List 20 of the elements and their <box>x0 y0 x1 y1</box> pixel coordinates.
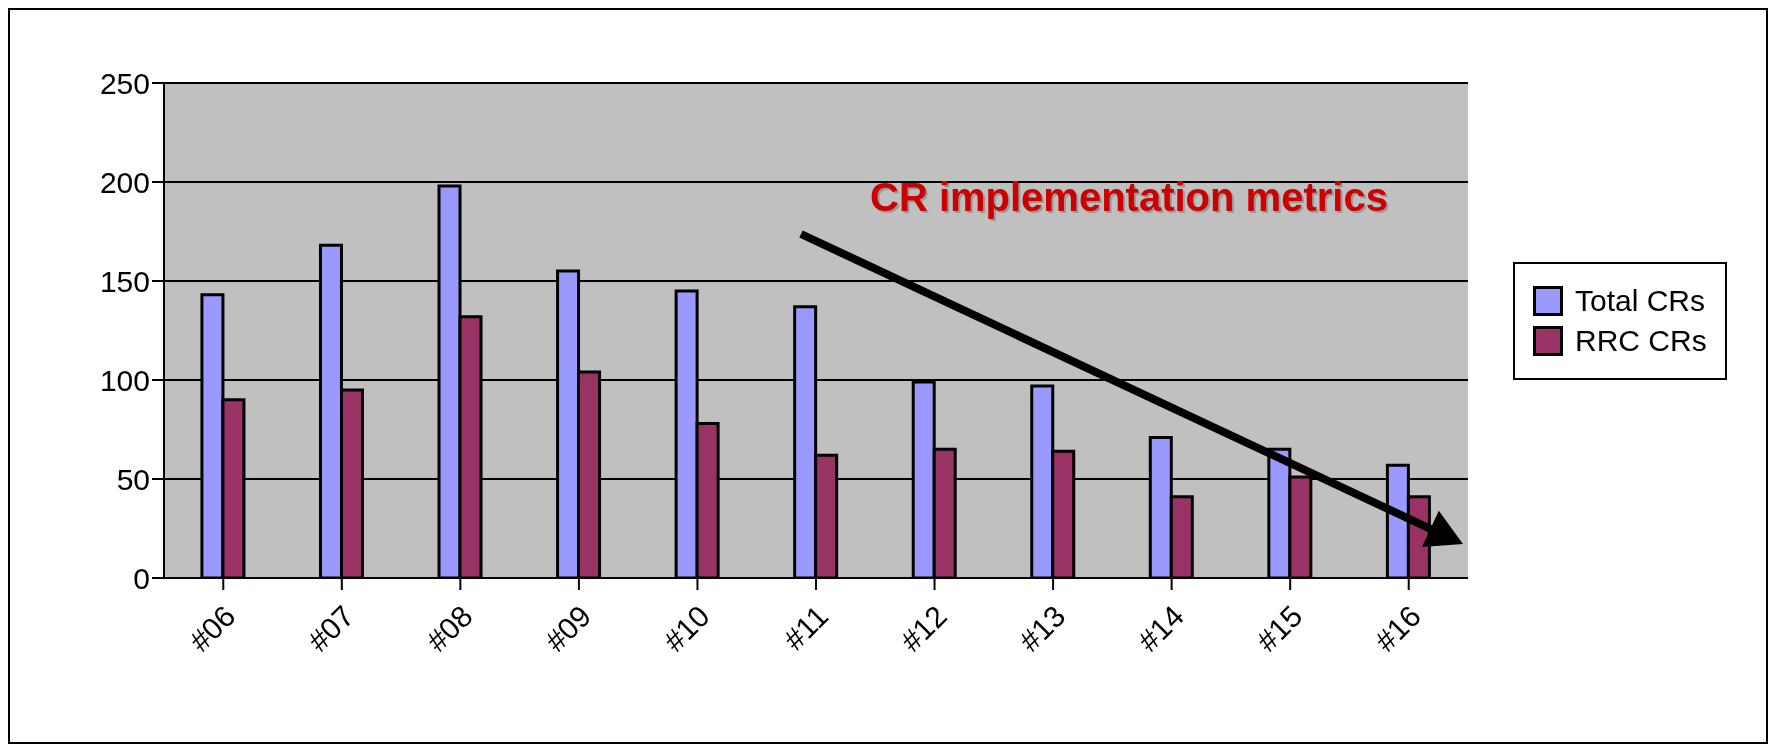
y-tick-label: 200 <box>99 165 150 199</box>
x-tick-label: #11 <box>777 599 835 657</box>
legend-label: RRC CRs <box>1575 324 1707 358</box>
y-tick-label: 250 <box>99 66 150 100</box>
x-tick-label: #10 <box>657 599 716 658</box>
y-tick-label: 150 <box>99 264 150 298</box>
x-tick-label: #14 <box>1131 599 1191 658</box>
annotation: CR implementation metrics <box>870 175 1388 220</box>
x-tick-label: #06 <box>182 599 242 658</box>
x-tick-label: #08 <box>420 599 479 658</box>
y-tick-label: 0 <box>133 561 150 595</box>
y-tick-label: 50 <box>116 462 150 496</box>
x-tick-label: #16 <box>1368 599 1428 658</box>
y-tick-label: 100 <box>99 363 150 397</box>
x-tick-label: #12 <box>894 599 953 658</box>
x-tick-label: #09 <box>538 599 598 658</box>
x-tick-label: #15 <box>1249 599 1309 658</box>
legend-label: Total CRs <box>1575 284 1706 318</box>
x-tick-label: #13 <box>1012 599 1072 658</box>
x-tick-label: #07 <box>301 599 361 658</box>
